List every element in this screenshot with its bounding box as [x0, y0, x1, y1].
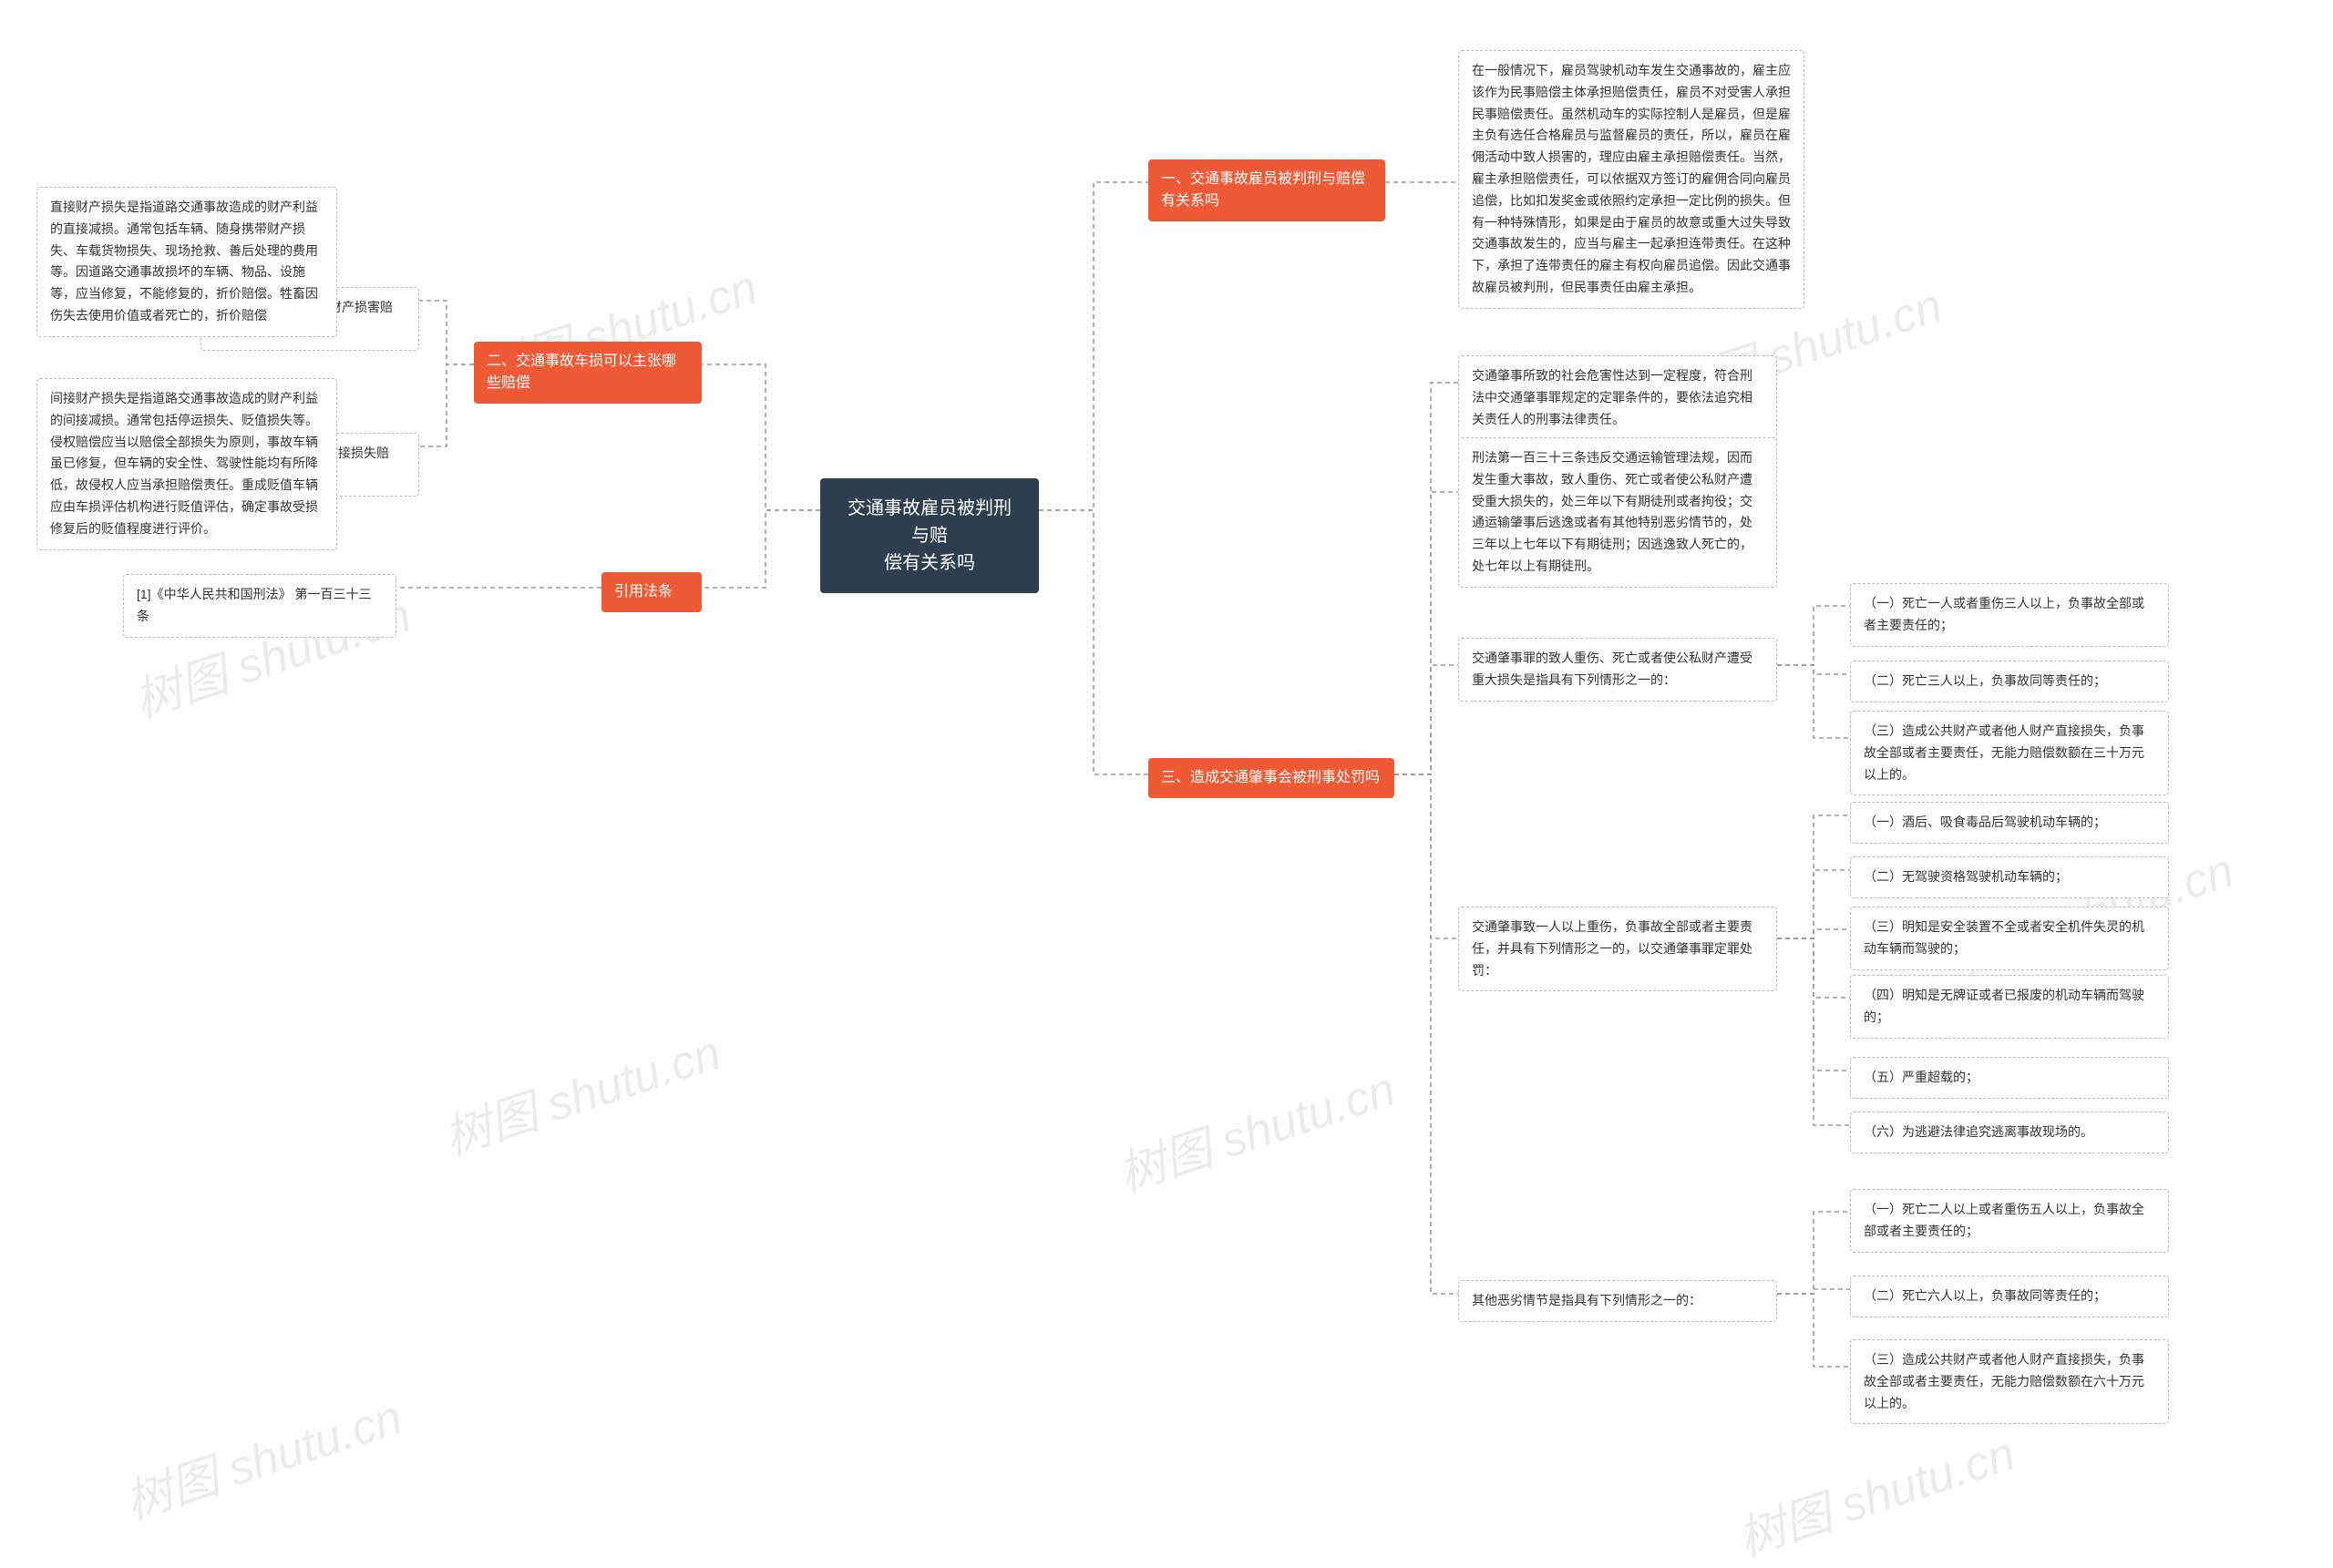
s3-g2-d: （四）明知是无牌证或者已报废的机动车辆而驾驶的；: [1850, 975, 2169, 1039]
watermark: 树图 shutu.cn: [1728, 1415, 2022, 1568]
s3-g1-a: （一）死亡一人或者重伤三人以上，负事故全部或者主要责任的；: [1850, 583, 2169, 647]
s3-g3-title: 其他恶劣情节是指具有下列情形之一的：: [1458, 1280, 1777, 1322]
s3-g1-c: （三）造成公共财产或者他人财产直接损失，负事故全部或者主要责任，无能力赔偿数额在…: [1850, 711, 2169, 795]
s3-g2-c: （三）明知是安全装置不全或者安全机件失灵的机动车辆而驾驶的；: [1850, 907, 2169, 970]
s2-c1-body: 直接财产损失是指道路交通事故造成的财产利益的直接减损。通常包括车辆、随身携带财产…: [36, 187, 337, 337]
section-4-body: [1]《中华人民共和国刑法》 第一百三十三条: [123, 574, 396, 638]
section-3-title[interactable]: 三、造成交通肇事会被刑事处罚吗: [1148, 758, 1394, 798]
s3-g1-title: 交通肇事罪的致人重伤、死亡或者使公私财产遭受重大损失是指具有下列情形之一的：: [1458, 638, 1777, 702]
watermark: 树图 shutu.cn: [434, 1014, 728, 1168]
section-4-title[interactable]: 引用法条: [601, 572, 702, 612]
section-2-title[interactable]: 二、交通事故车损可以主张哪些赔偿: [474, 342, 702, 404]
root-line2: 偿有关系吗: [840, 549, 1019, 577]
s3-g2-a: （一）酒后、吸食毒品后驾驶机动车辆的；: [1850, 802, 2169, 844]
s3-g2-b: （二）无驾驶资格驾驶机动车辆的；: [1850, 856, 2169, 898]
section-1-title[interactable]: 一、交通事故雇员被判刑与赔偿有关系吗: [1148, 159, 1385, 221]
s3-g1-b: （二）死亡三人以上，负事故同等责任的；: [1850, 661, 2169, 702]
root-line1: 交通事故雇员被判刑与赔: [840, 495, 1019, 549]
section-1-body: 在一般情况下，雇员驾驶机动车发生交通事故的，雇主应该作为民事赔偿主体承担赔偿责任…: [1458, 50, 1804, 309]
s3-g2-f: （六）为逃避法律追究逃离事故现场的。: [1850, 1112, 2169, 1153]
s2-c2-body: 间接财产损失是指道路交通事故造成的财产利益的间接减损。通常包括停运损失、贬值损失…: [36, 378, 337, 550]
s3-g3-a: （一）死亡二人以上或者重伤五人以上，负事故全部或者主要责任的；: [1850, 1189, 2169, 1253]
s3-g3-c: （三）造成公共财产或者他人财产直接损失，负事故全部或者主要责任，无能力赔偿数额在…: [1850, 1339, 2169, 1424]
watermark: 树图 shutu.cn: [115, 1378, 409, 1532]
s3-p1: 交通肇事所致的社会危害性达到一定程度，符合刑法中交通肇事罪规定的定罪条件的，要依…: [1458, 355, 1777, 440]
s3-g3-b: （二）死亡六人以上，负事故同等责任的；: [1850, 1276, 2169, 1317]
watermark: 树图 shutu.cn: [1108, 1050, 1403, 1204]
s3-p2: 刑法第一百三十三条违反交通运输管理法规，因而发生重大事故，致人重伤、死亡或者使公…: [1458, 437, 1777, 588]
s3-g2-e: （五）严重超载的；: [1850, 1057, 2169, 1099]
root-node[interactable]: 交通事故雇员被判刑与赔 偿有关系吗: [820, 478, 1039, 593]
mindmap-canvas: 树图 shutu.cn 树图 shutu.cn 树图 shutu.cn 树图 s…: [0, 0, 2333, 1568]
s3-g2-title: 交通肇事致一人以上重伤，负事故全部或者主要责任，并具有下列情形之一的，以交通肇事…: [1458, 907, 1777, 991]
